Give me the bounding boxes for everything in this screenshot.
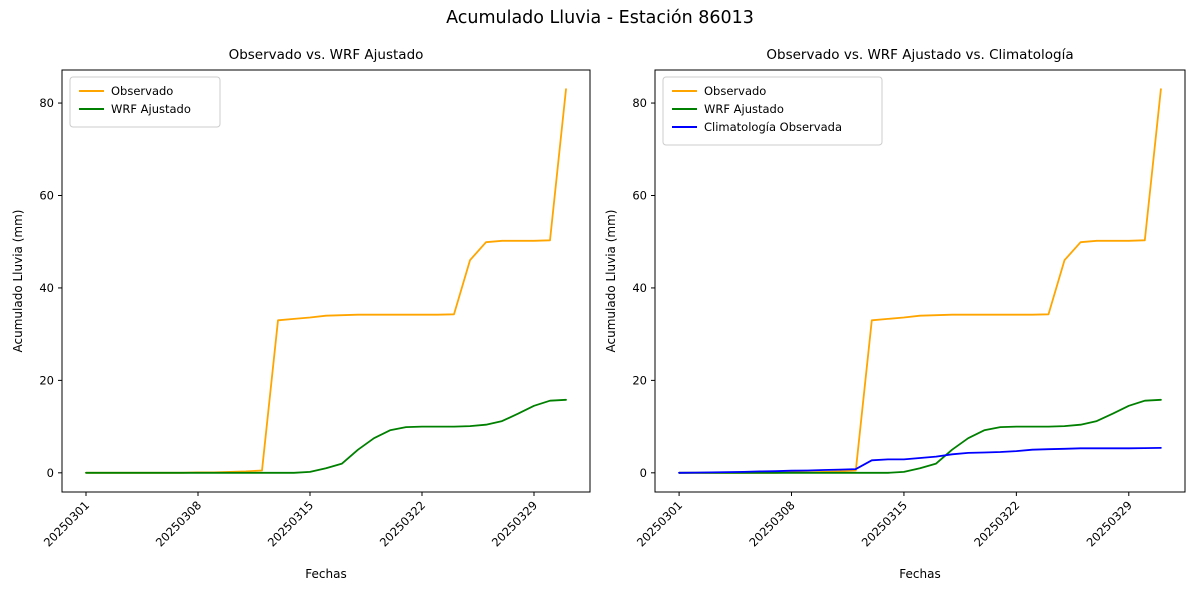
x-tick-label: 20250329 — [489, 498, 540, 549]
legend-label: WRF Ajustado — [111, 102, 191, 116]
x-tick-label: 20250308 — [746, 498, 797, 549]
subplot-title: Observado vs. WRF Ajustado — [229, 47, 424, 63]
y-tick-label: 0 — [47, 466, 54, 480]
y-tick-label: 40 — [39, 281, 54, 295]
subplot-2: Observado vs. WRF Ajustado vs. Climatolo… — [604, 47, 1186, 581]
subplot-1: Observado vs. WRF Ajustado 0 20 40 60 80 20250… — [11, 47, 591, 581]
x-tick-label: 20250308 — [153, 498, 204, 549]
x-tick-label: 20250301 — [41, 498, 92, 549]
x-axis-label: Fechas — [305, 567, 346, 581]
y-tick-label: 60 — [39, 188, 54, 202]
y-tick-label: 0 — [640, 466, 647, 480]
x-tick-label: 20250322 — [377, 498, 428, 549]
legend-label: Climatología Observada — [704, 120, 842, 134]
series-line-wrf-ajustado — [85, 398, 567, 474]
legend: Observado WRF Ajustado — [69, 76, 221, 128]
y-tick-label: 40 — [632, 281, 647, 295]
y-tick-label: 60 — [632, 188, 647, 202]
y-tick-label: 20 — [39, 373, 54, 387]
series-line-wrf-ajustado — [678, 398, 1162, 474]
y-tick-label: 80 — [632, 96, 647, 110]
figure-title: Acumulado Lluvia - Estación 86013 — [446, 8, 754, 28]
x-axis-label: Fechas — [899, 567, 940, 581]
y-tick-label: 80 — [39, 96, 54, 110]
x-tick-label: 20250315 — [859, 498, 910, 549]
legend-label: WRF Ajustado — [704, 102, 784, 116]
legend-box — [69, 76, 221, 128]
x-tick-label: 20250301 — [634, 498, 685, 549]
legend-label: Observado — [111, 84, 173, 98]
x-tick-label: 20250322 — [971, 498, 1022, 549]
y-axis-label: Acumulado Lluvia (mm) — [604, 210, 618, 353]
series-line-climatolog-a-observada — [678, 446, 1162, 474]
y-tick-label: 20 — [632, 373, 647, 387]
legend: Observado WRF Ajustado Climatología Observ… — [662, 76, 883, 146]
axes-frame — [61, 69, 591, 493]
y-axis-label: Acumulado Lluvia (mm) — [11, 210, 25, 353]
x-tick-label: 20250315 — [265, 498, 316, 549]
legend-box — [662, 76, 883, 146]
legend-label: Observado — [704, 84, 766, 98]
x-tick-label: 20250329 — [1084, 498, 1135, 549]
subplot-title: Observado vs. WRF Ajustado vs. Climatolo… — [766, 47, 1073, 63]
